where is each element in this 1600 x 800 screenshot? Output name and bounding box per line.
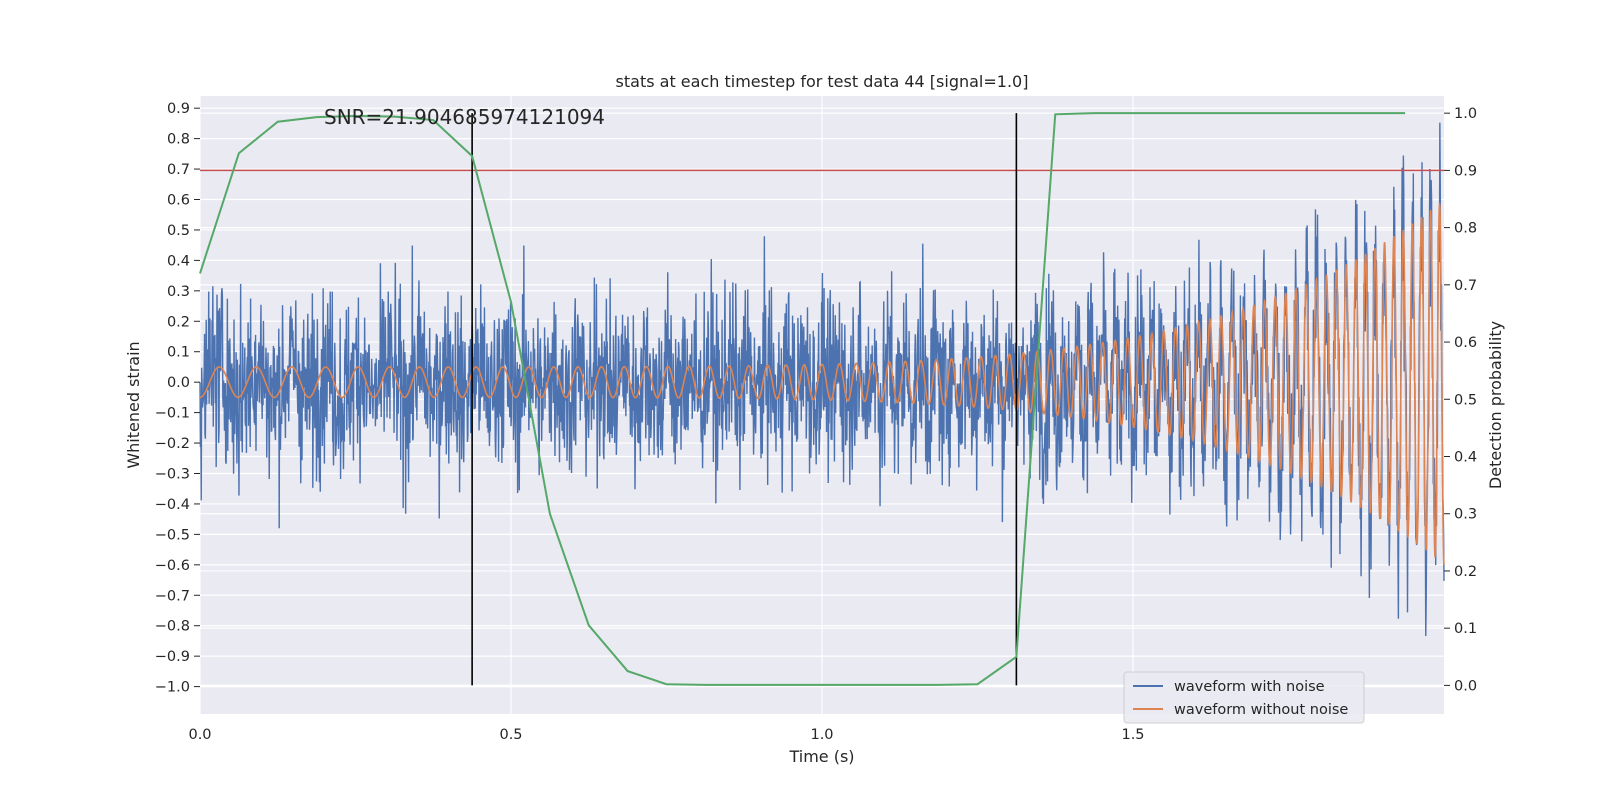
y-right-tick-label: 0.3 <box>1454 507 1477 523</box>
y-right-tick-label: 0.7 <box>1454 278 1477 294</box>
x-tick-label: 0.0 <box>188 727 211 743</box>
y-tick-label: 0.3 <box>167 284 190 300</box>
chart-title: stats at each timestep for test data 44 … <box>616 72 1029 91</box>
y-right-tick-label: 0.0 <box>1454 678 1477 694</box>
y-right-tick-label: 0.1 <box>1454 621 1477 637</box>
y-right-tick-label: 0.5 <box>1454 392 1477 408</box>
y-axis-right-ticks: 1.0 0.9 0.8 0.7 0.6 0.5 0.4 0.3 0.2 0.1 0.0 <box>1444 106 1477 694</box>
clean-series-layer <box>199 203 1445 565</box>
y-tick-label: 0.7 <box>167 162 190 178</box>
legend: waveform with noise waveform without noi… <box>1123 671 1365 724</box>
y-tick-label: −0.2 <box>155 436 190 452</box>
y-right-tick-label: 1.0 <box>1454 106 1477 122</box>
y-tick-label: 0.8 <box>167 132 190 148</box>
y-tick-label: −1.0 <box>155 680 190 696</box>
y-tick-label: 0.5 <box>167 223 190 239</box>
y-axis-label: Whitened strain <box>124 341 143 468</box>
legend-label-clean: waveform without noise <box>1174 702 1348 718</box>
series-waveform-without-noise <box>199 203 1445 565</box>
y-tick-label: −0.3 <box>155 466 190 482</box>
legend-box <box>1123 671 1365 724</box>
y-tick-label: −0.5 <box>155 527 190 543</box>
y-axis-left-ticks: 0.9 0.8 0.7 0.6 0.5 0.4 0.3 0.2 0.1 0.0 −0.1 −0.2 −0… <box>155 101 200 696</box>
y-right-tick-label: 0.8 <box>1454 221 1477 237</box>
x-axis-ticks: 0.0 0.5 1.0 1.5 <box>188 727 1144 743</box>
x-axis-label: Time (s) <box>788 747 854 766</box>
legend-label-noise: waveform with noise <box>1174 679 1325 695</box>
probability-series-layer <box>199 112 1406 686</box>
y-tick-label: 0.1 <box>167 345 190 361</box>
y-right-tick-label: 0.9 <box>1454 163 1477 179</box>
y-tick-label: 0.2 <box>167 314 190 330</box>
y-tick-label: −0.4 <box>155 497 190 513</box>
y-right-tick-label: 0.2 <box>1454 564 1477 580</box>
y-tick-label: −0.1 <box>155 406 190 422</box>
x-tick-label: 1.0 <box>810 727 833 743</box>
y-tick-label: −0.8 <box>155 619 190 635</box>
series-detection-probability <box>199 112 1406 686</box>
marker-layer <box>471 113 1018 686</box>
y-tick-label: 0.9 <box>167 101 190 117</box>
y-tick-label: 0.4 <box>167 253 190 269</box>
x-tick-label: 0.5 <box>499 727 522 743</box>
y-tick-label: −0.7 <box>155 588 190 604</box>
snr-annotation: SNR=21.904685974121094 <box>324 105 605 129</box>
y-tick-label: 0.6 <box>167 193 190 209</box>
y-tick-label: −0.6 <box>155 558 190 574</box>
y-right-tick-label: 0.4 <box>1454 450 1477 466</box>
y-tick-label: 0.0 <box>167 375 190 391</box>
y-tick-label: −0.9 <box>155 649 190 665</box>
y-axis-right-label: Detection probability <box>1486 321 1505 489</box>
y-right-tick-label: 0.6 <box>1454 335 1477 351</box>
x-tick-label: 1.5 <box>1121 727 1144 743</box>
